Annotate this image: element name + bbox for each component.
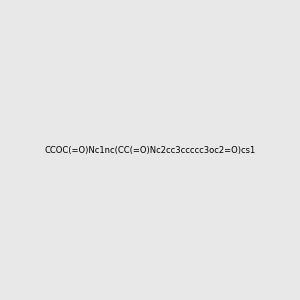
Text: CCOC(=O)Nc1nc(CC(=O)Nc2cc3ccccc3oc2=O)cs1: CCOC(=O)Nc1nc(CC(=O)Nc2cc3ccccc3oc2=O)cs… bbox=[44, 146, 256, 154]
